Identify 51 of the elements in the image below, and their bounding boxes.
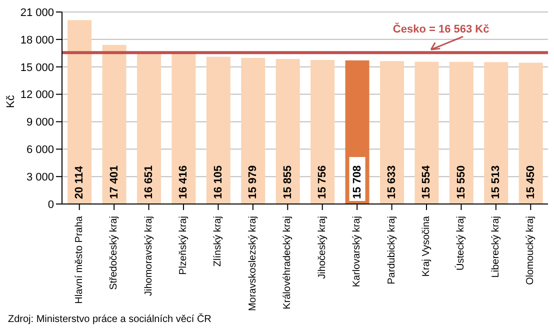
x-tick-label: Královéhradecký kraj (282, 216, 294, 310)
y-tick-label: 21 000 (20, 6, 54, 19)
y-tick-label: 12 000 (20, 89, 54, 102)
bar (449, 62, 474, 204)
y-axis-title: Kč (4, 94, 17, 108)
data-label: 16 416 (178, 165, 190, 199)
bar (518, 62, 543, 204)
data-label: 15 855 (282, 165, 294, 199)
data-label: 16 105 (212, 165, 224, 199)
x-tick-label: Liberecký kraj (490, 216, 502, 278)
x-tick-label: Jihočeský kraj (316, 216, 328, 279)
data-label: 15 979 (247, 165, 260, 199)
bar (172, 54, 196, 204)
x-tick-label: Středočeský kraj (108, 216, 120, 290)
bar (414, 62, 439, 204)
bar (310, 60, 335, 204)
x-tick-label: Zlínský kraj (212, 216, 224, 267)
y-tick-label: 3 000 (26, 171, 54, 184)
x-tick-label: Hlavní město Praha (74, 216, 85, 304)
data-label: 15 513 (490, 165, 502, 199)
x-tick-label: Pardubický kraj (386, 216, 398, 284)
data-label: 15 554 (420, 164, 433, 199)
data-label: 15 550 (455, 165, 468, 199)
data-label: 17 401 (108, 165, 120, 199)
data-label: 15 450 (524, 165, 537, 199)
bar (276, 59, 300, 204)
x-tick-label: Karlovarský kraj (352, 216, 363, 288)
x-tick-label: Plzeňský kraj (178, 216, 189, 275)
x-tick-label: Moravskoslezský kraj (247, 216, 258, 312)
x-tick-label: Jihomoravský kraj (143, 216, 154, 296)
y-tick-label: 6 000 (26, 144, 54, 156)
y-tick-label: 18 000 (20, 34, 54, 46)
text: Zdroj: Ministerstvo práce a sociálních věcí ČR (8, 314, 212, 325)
bar (102, 44, 126, 204)
x-tick-label: Kraj Vysočina (421, 216, 432, 277)
bar (206, 56, 230, 204)
ref-line-label: Česko = 16 563 Kč (392, 22, 490, 36)
bar (68, 20, 92, 204)
data-label: 20 114 (74, 165, 86, 199)
data-label: 15 708 (351, 165, 364, 199)
y-tick-label: 15 000 (20, 62, 54, 74)
x-tick-label: Olomoucký kraj (525, 216, 536, 285)
x-tick-label: Ústecký kraj (454, 216, 467, 270)
bar (380, 61, 404, 204)
data-label: 15 756 (316, 165, 329, 199)
bar (484, 62, 508, 204)
data-label: 16 651 (142, 165, 155, 199)
y-tick-label: 9 000 (26, 116, 54, 129)
y-tick-label: 0 (48, 198, 54, 211)
data-label: 15 633 (386, 165, 398, 199)
bar (241, 58, 266, 204)
